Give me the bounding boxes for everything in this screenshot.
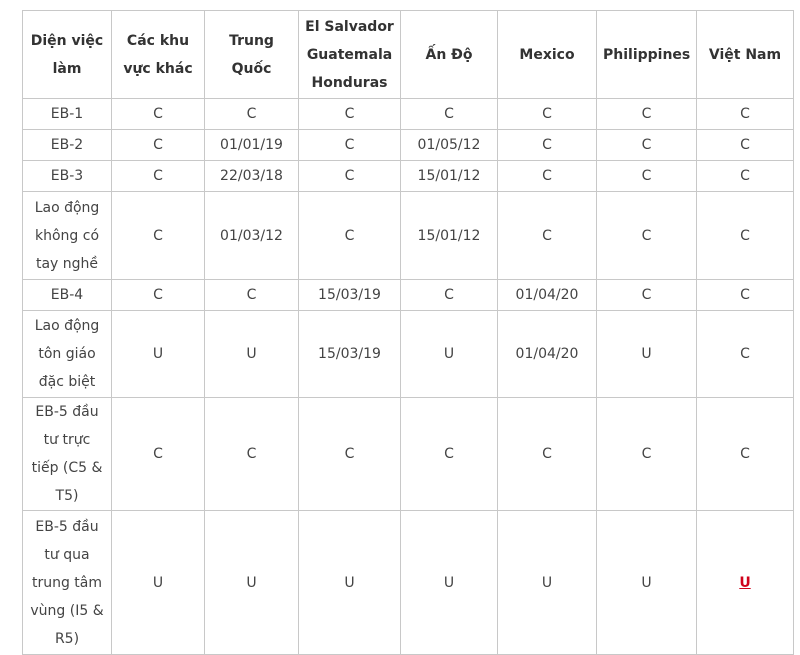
table-cell: C — [204, 279, 299, 311]
table-cell: C — [497, 98, 597, 130]
table-cell: 15/03/19 — [298, 310, 401, 398]
table-cell: C — [111, 98, 205, 130]
header-cell: Philippines — [596, 10, 697, 99]
table-cell: 15/01/12 — [400, 160, 498, 192]
table-cell: 15/03/19 — [298, 279, 401, 311]
table-cell: C — [497, 160, 597, 192]
table-cell: U — [400, 510, 498, 655]
table-cell: C — [696, 98, 794, 130]
table-cell: C — [111, 129, 205, 161]
table-cell: C — [696, 397, 794, 511]
header-row: Diện việc làm Các khu vực khác Trung Quốc E… — [22, 10, 794, 99]
table-cell: C — [696, 279, 794, 311]
header-cell: Diện việc làm — [22, 10, 112, 99]
table-cell: U — [111, 510, 205, 655]
table-cell: 01/03/12 — [204, 191, 299, 280]
table-cell: U — [111, 310, 205, 398]
table-cell: U — [596, 310, 697, 398]
table-cell: C — [111, 191, 205, 280]
table-cell: 01/05/12 — [400, 129, 498, 161]
header-cell: Các khu vực khác — [111, 10, 205, 99]
table-cell: U — [696, 510, 794, 655]
table-cell: C — [497, 191, 597, 280]
header-cell: Mexico — [497, 10, 597, 99]
table-cell: C — [400, 279, 498, 311]
table-cell: U — [204, 310, 299, 398]
table-cell: C — [696, 191, 794, 280]
row-label: EB-5 đầu tư trực tiếp (C5 & T5) — [22, 397, 112, 511]
table-body: EB-1 C C C C C C C EB-2 C 01/01/19 C 01/05/12 C C C EB-3… — [22, 98, 794, 655]
table-cell: C — [298, 397, 401, 511]
header-cell: Ấn Độ — [400, 10, 498, 99]
table-cell: C — [298, 191, 401, 280]
table-cell: C — [400, 397, 498, 511]
table-cell: C — [111, 279, 205, 311]
table-cell: C — [497, 129, 597, 161]
row-label: Lao động không có tay nghề — [22, 191, 112, 280]
table-cell: C — [596, 279, 697, 311]
table-cell: C — [298, 129, 401, 161]
table-cell: C — [204, 98, 299, 130]
table-cell: C — [596, 98, 697, 130]
table-cell: U — [596, 510, 697, 655]
table-row: EB-3 C 22/03/18 C 15/01/12 C C C — [22, 160, 794, 192]
table-cell: C — [497, 397, 597, 511]
table-cell: C — [596, 191, 697, 280]
table-cell: C — [111, 160, 205, 192]
table-cell: C — [298, 160, 401, 192]
table-row: EB-2 C 01/01/19 C 01/05/12 C C C — [22, 129, 794, 161]
header-cell: El Salvador Guatemala Honduras — [298, 10, 401, 99]
row-label: EB-1 — [22, 98, 112, 130]
page: Diện việc làm Các khu vực khác Trung Quốc E… — [22, 10, 794, 655]
table-row: EB-5 đầu tư qua trung tâm vùng (I5 & R5)… — [22, 510, 794, 655]
table-cell: 01/04/20 — [497, 279, 597, 311]
table-cell: C — [111, 397, 205, 511]
table-cell: C — [596, 397, 697, 511]
row-label: EB-4 — [22, 279, 112, 311]
table-row: EB-4 C C 15/03/19 C 01/04/20 C C — [22, 279, 794, 311]
table-row: Lao động tôn giáo đặc biệt U U 15/03/19 U 01/… — [22, 310, 794, 398]
row-label: EB-2 — [22, 129, 112, 161]
row-label: EB-5 đầu tư qua trung tâm vùng (I5 & R5) — [22, 510, 112, 655]
table-cell: C — [400, 98, 498, 130]
table-cell: U — [400, 310, 498, 398]
table-cell: C — [696, 129, 794, 161]
table-cell: C — [596, 129, 697, 161]
table-row: EB-1 C C C C C C C — [22, 98, 794, 130]
table-cell: 01/04/20 — [497, 310, 597, 398]
table-cell: C — [204, 397, 299, 511]
table-row: EB-5 đầu tư trực tiếp (C5 & T5) C C C C C C C — [22, 397, 794, 511]
table-cell: 22/03/18 — [204, 160, 299, 192]
table-cell: C — [696, 310, 794, 398]
table-cell: 15/01/12 — [400, 191, 498, 280]
header-cell: Trung Quốc — [204, 10, 299, 99]
table-cell: U — [204, 510, 299, 655]
table-cell: C — [298, 98, 401, 130]
cell-link[interactable]: U — [739, 574, 751, 591]
visa-table: Diện việc làm Các khu vực khác Trung Quốc E… — [22, 10, 794, 655]
table-row: Lao động không có tay nghề C 01/03/12 C 15/0… — [22, 191, 794, 280]
table-cell: U — [298, 510, 401, 655]
header-cell: Việt Nam — [696, 10, 794, 99]
row-label: Lao động tôn giáo đặc biệt — [22, 310, 112, 398]
row-label: EB-3 — [22, 160, 112, 192]
table-cell: C — [696, 160, 794, 192]
table-cell: 01/01/19 — [204, 129, 299, 161]
table-cell: U — [497, 510, 597, 655]
table-cell: C — [596, 160, 697, 192]
